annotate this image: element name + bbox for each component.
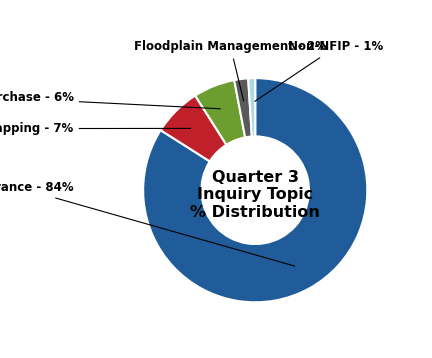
- Wedge shape: [248, 78, 255, 136]
- Text: Floodplain Management - 2%: Floodplain Management - 2%: [134, 40, 327, 101]
- Text: Quarter 3
Inquiry Topic
% Distribution: Quarter 3 Inquiry Topic % Distribution: [190, 170, 320, 220]
- Wedge shape: [161, 96, 226, 161]
- Wedge shape: [195, 80, 245, 145]
- Text: Non-NFIP - 1%: Non-NFIP - 1%: [255, 40, 384, 101]
- Wedge shape: [234, 78, 252, 137]
- Text: Insurance - 84%: Insurance - 84%: [0, 182, 295, 266]
- Wedge shape: [143, 78, 367, 302]
- Text: Mandatory Purchase - 6%: Mandatory Purchase - 6%: [0, 91, 220, 109]
- Text: Mapping - 7%: Mapping - 7%: [0, 122, 191, 135]
